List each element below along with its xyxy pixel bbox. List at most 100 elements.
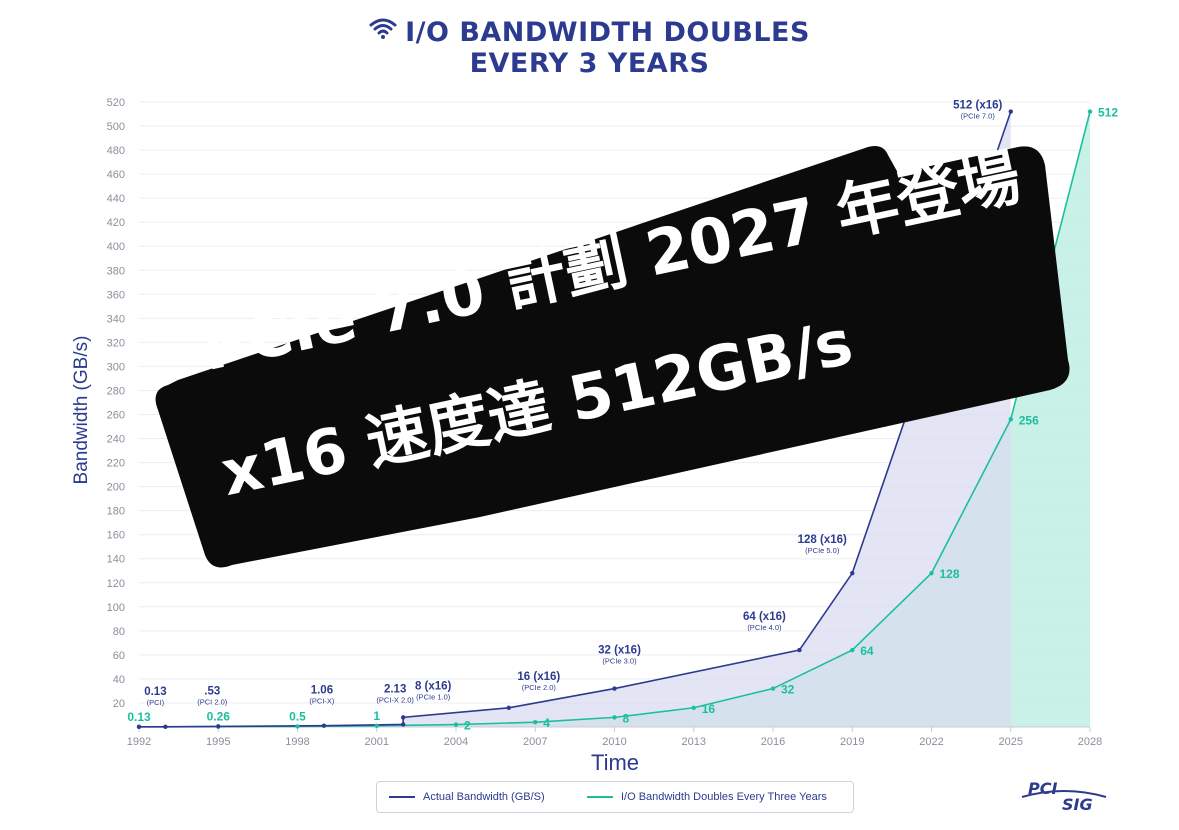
x-tick-label: 1992 (127, 736, 151, 748)
chart-title-line1: I/O BANDWIDTH DOUBLES (0, 18, 1179, 49)
title-text-1: I/O BANDWIDTH DOUBLES (405, 17, 810, 48)
y-tick-label: 280 (107, 385, 125, 397)
data-label-actual: .53 (204, 685, 220, 697)
y-tick-label: 160 (107, 530, 125, 542)
data-sublabel-actual: (PCI-X) (309, 697, 335, 706)
data-sublabel-actual: (PCIe 1.0) (416, 692, 451, 701)
y-tick-label: 20 (113, 698, 125, 710)
y-tick-label: 240 (107, 434, 125, 446)
y-tick-label: 480 (107, 145, 125, 157)
headline-banner (155, 146, 1070, 568)
y-tick-label: 100 (107, 602, 125, 614)
point-doubling (295, 724, 300, 729)
legend-label-actual: Actual Bandwidth (GB/S) (423, 791, 545, 803)
chart-fills (139, 111, 1090, 728)
point-actual (850, 570, 855, 576)
y-tick-label: 260 (107, 410, 125, 422)
y-tick-label: 520 (107, 97, 125, 109)
point-doubling (1087, 109, 1093, 114)
data-sublabel-actual: (PCIe 2.0) (522, 683, 557, 692)
data-label-actual: 16 (x16) (517, 671, 560, 683)
logo-text-bottom: SIG (1062, 795, 1093, 814)
data-label-doubling: 0.13 (127, 710, 151, 724)
y-tick-label: 140 (107, 554, 125, 566)
y-tick-label: 340 (107, 313, 125, 325)
point-doubling (691, 705, 696, 710)
chart-lines (136, 109, 1093, 730)
point-doubling (533, 719, 538, 725)
y-tick-label: 460 (107, 169, 125, 181)
chart-title-line2: EVERY 3 YEARS (469, 47, 710, 79)
x-tick-label: 2007 (523, 736, 547, 748)
point-actual (163, 724, 168, 730)
point-doubling (850, 647, 855, 653)
chart-axes: 20 40 60 80 100 120 140 160 180 200 220 240 260 280 30… (107, 97, 1103, 748)
y-tick-label: 400 (107, 241, 125, 253)
pci-sig-logo: PCI SIG (1014, 773, 1114, 823)
point-actual (797, 647, 802, 653)
point-actual-extra (216, 724, 221, 729)
point-doubling (453, 722, 459, 727)
y-tick-label: 40 (113, 674, 125, 686)
data-label-doubling: 128 (940, 567, 960, 581)
chart-title: I/O BANDWIDTH DOUBLES EVERY 3 YEARS (0, 18, 1179, 79)
legend-item-doubling: I/O Bandwidth Doubles Every Three Years (587, 791, 827, 803)
legend-label-doubling: I/O Bandwidth Doubles Every Three Years (621, 791, 827, 803)
x-tick-label: 2028 (1078, 736, 1102, 748)
x-tick-label: 2001 (365, 736, 389, 748)
x-tick-label: 2010 (602, 736, 626, 748)
y-axis-title: Bandwidth (GB/s) (71, 335, 92, 485)
y-tick-label: 380 (107, 265, 125, 277)
data-sublabel-actual: (PCI-X 2.0) (376, 695, 414, 704)
data-sublabel-actual: (PCIe 7.0) (961, 112, 996, 121)
data-sublabel-actual: (PCI) (147, 698, 165, 707)
data-label-actual: 0.13 (144, 686, 166, 698)
y-tick-label: 300 (107, 361, 125, 373)
point-actual (1008, 109, 1013, 114)
data-label-doubling: 2 (464, 719, 471, 733)
y-tick-label: 60 (113, 650, 125, 662)
point-actual (400, 715, 406, 720)
data-label-doubling: 0.26 (207, 710, 231, 724)
y-tick-label: 500 (107, 121, 125, 133)
data-sublabel-actual: (PCIe 3.0) (602, 657, 637, 666)
data-sublabel-actual: (PCI 2.0) (197, 697, 228, 706)
x-tick-label: 2025 (999, 736, 1023, 748)
y-tick-label: 120 (107, 578, 125, 590)
point-actual (612, 686, 617, 691)
y-tick-label: 420 (107, 217, 125, 229)
data-label-actual: 8 (x16) (415, 680, 452, 692)
data-sublabel-actual: (PCIe 4.0) (747, 623, 782, 632)
data-label-doubling: 64 (860, 644, 874, 658)
x-tick-label: 1995 (206, 736, 230, 748)
data-label-actual: 128 (x16) (798, 534, 847, 546)
data-label-actual: 64 (x16) (743, 611, 786, 623)
y-tick-label: 220 (107, 458, 125, 470)
data-label-doubling: 1 (373, 709, 380, 723)
logo-text-top: PCI (1028, 779, 1058, 798)
data-label-actual: 512 (x16) (953, 100, 1002, 112)
point-doubling (929, 570, 934, 576)
legend-swatch-doubling (587, 796, 613, 798)
data-label-doubling: 16 (702, 702, 716, 716)
data-label-actual: 32 (x16) (598, 645, 641, 657)
y-tick-label: 360 (107, 289, 125, 301)
data-label-actual: 2.13 (384, 683, 406, 695)
y-tick-label: 80 (113, 626, 125, 638)
point-actual (506, 705, 512, 710)
x-axis-title: Time (590, 750, 640, 775)
legend-item-actual: Actual Bandwidth (GB/S) (389, 791, 545, 803)
legend-swatch-actual (389, 796, 415, 798)
point-doubling (770, 686, 776, 691)
area-actual (139, 111, 1011, 728)
x-tick-label: 1998 (285, 736, 309, 748)
data-label-doubling: 0.5 (289, 709, 306, 723)
data-label-doubling: 4 (543, 716, 550, 730)
point-actual (400, 722, 406, 727)
wifi-icon (369, 16, 397, 46)
point-doubling (374, 723, 379, 728)
data-label-actual: 1.06 (311, 685, 333, 697)
y-tick-label: 320 (107, 337, 125, 349)
x-tick-label: 2004 (444, 736, 468, 748)
chart-legend: Actual Bandwidth (GB/S) I/O Bandwidth Do… (376, 781, 854, 813)
